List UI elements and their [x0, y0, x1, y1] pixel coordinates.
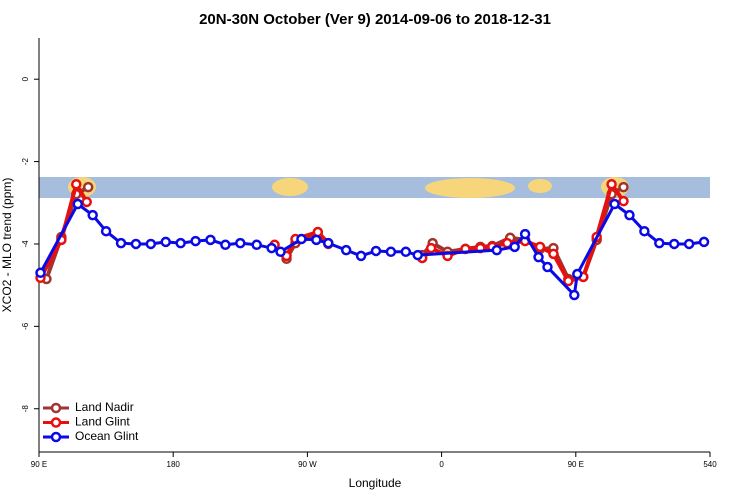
point [235, 237, 246, 249]
point [72, 198, 84, 210]
x-axis-title: Longitude [349, 476, 402, 490]
legend-label: Ocean Glint [75, 429, 139, 443]
map-land [425, 178, 515, 198]
point [509, 241, 520, 253]
point [654, 237, 665, 249]
legend-marker [50, 431, 62, 443]
x-tick-label: 90 E [31, 460, 47, 469]
point [115, 237, 127, 249]
point [412, 249, 423, 261]
point [569, 289, 580, 301]
y-tick-label: -6 [21, 322, 30, 330]
y-tick-label: 0 [21, 76, 30, 81]
point [100, 225, 112, 237]
point [542, 261, 553, 273]
point [130, 238, 142, 250]
point [385, 246, 397, 258]
legend-label: Land Glint [75, 415, 130, 429]
legend-label: Land Nadir [75, 400, 134, 414]
point [534, 241, 546, 253]
point [370, 245, 382, 257]
y-tick-label: -8 [21, 405, 30, 413]
point [668, 238, 680, 250]
legend-marker [50, 402, 62, 414]
point [81, 196, 92, 208]
x-tick-label: 0 [439, 460, 444, 469]
point [618, 195, 629, 207]
point [323, 237, 334, 249]
chart-title: 20N-30N October (Ver 9) 2014-09-06 to 20… [199, 11, 551, 28]
y-axis-title: XCO2 - MLO trend (ppm) [0, 178, 14, 313]
point [533, 251, 544, 263]
series-line [44, 185, 625, 281]
point [266, 242, 277, 254]
point [548, 248, 559, 260]
x-tick-label: 540 [703, 460, 717, 469]
point [618, 181, 629, 193]
point [311, 234, 322, 246]
point [425, 242, 437, 254]
y-tick-label: -4 [21, 240, 30, 248]
point [683, 238, 695, 250]
x-tick-label: 180 [167, 460, 181, 469]
point [606, 178, 617, 190]
point [519, 228, 531, 240]
map-land [528, 179, 552, 193]
point [609, 198, 620, 210]
point [563, 275, 574, 287]
map-land [272, 178, 308, 196]
point [251, 239, 262, 251]
point [87, 209, 98, 221]
map-strip [39, 177, 710, 198]
point [639, 225, 650, 237]
point [160, 236, 171, 248]
point [82, 181, 94, 193]
point [175, 237, 186, 249]
point [400, 246, 412, 258]
point [275, 246, 286, 258]
legend-marker [50, 417, 62, 428]
point [355, 250, 367, 262]
series-line [38, 182, 626, 284]
x-tick-label: 90 E [568, 460, 584, 469]
point [145, 238, 157, 250]
point [205, 234, 216, 246]
point [698, 236, 710, 248]
point [220, 239, 231, 251]
point [624, 209, 635, 221]
point [71, 178, 82, 190]
point [340, 244, 352, 256]
point [190, 235, 201, 247]
point [572, 268, 583, 280]
point [296, 233, 307, 245]
point [35, 267, 46, 279]
x-tick-label: 90 W [298, 460, 317, 469]
point [491, 244, 503, 256]
y-tick-label: -2 [21, 157, 30, 165]
